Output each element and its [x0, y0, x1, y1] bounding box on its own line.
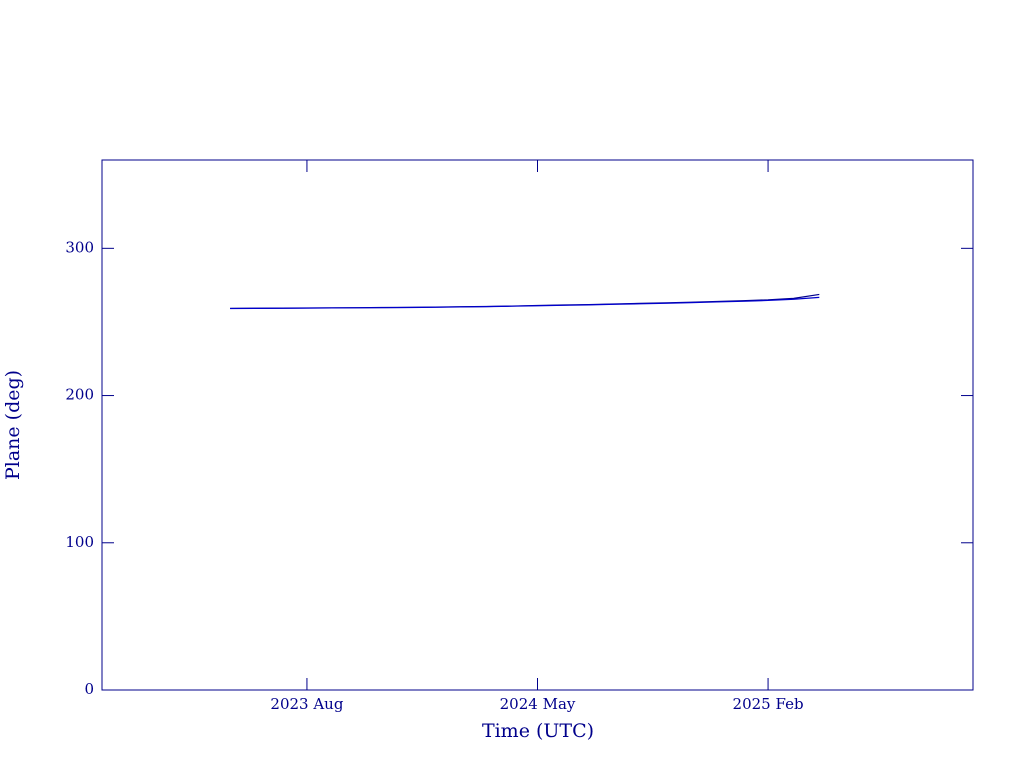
y-axis-title: Plane (deg): [2, 370, 24, 480]
y-tick-label: 300: [65, 238, 94, 256]
x-axis-title: Time (UTC): [482, 720, 594, 742]
y-tick-label: 100: [65, 533, 94, 551]
x-tick-label: 2025 Feb: [733, 695, 804, 713]
y-tick-label: 200: [65, 386, 94, 404]
plot-frame: [101, 159, 974, 691]
x-tick-label: 2023 Aug: [270, 695, 343, 713]
x-tick-label: 2024 May: [500, 695, 576, 713]
y-tick-label: 0: [84, 680, 94, 698]
data-line: [230, 296, 820, 310]
